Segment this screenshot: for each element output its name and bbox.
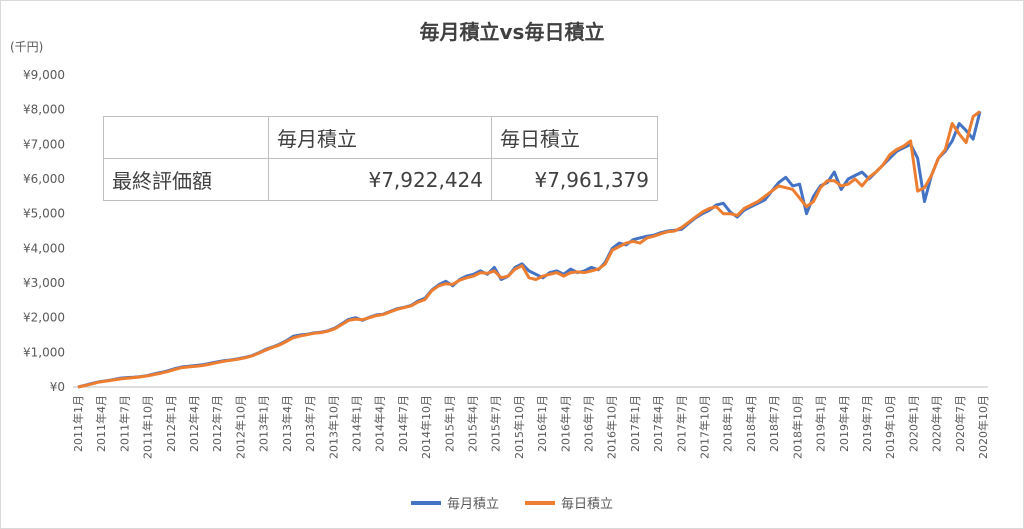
- y-axis-unit-label: (千円): [10, 40, 44, 54]
- x-tick-label: 2014年4月: [373, 395, 387, 452]
- legend-label-daily: 毎日積立: [561, 497, 614, 512]
- x-tick-label: 2012年4月: [187, 395, 201, 452]
- x-tick-label: 2017年7月: [674, 395, 688, 452]
- x-tick-label: 2020年7月: [953, 395, 967, 452]
- x-tick-label: 2019年7月: [860, 395, 874, 452]
- y-tick-label: ¥0: [50, 380, 65, 394]
- table-row: 最終評価額 ¥7,922,424 ¥7,961,379: [103, 158, 658, 201]
- daily-final-value: ¥7,961,379: [491, 158, 658, 201]
- x-tick-label: 2018年7月: [767, 395, 781, 452]
- y-tick-label: ¥6,000: [23, 172, 65, 186]
- x-tick-label: 2019年4月: [837, 395, 851, 452]
- y-tick-label: ¥8,000: [23, 103, 65, 117]
- series-lines: [77, 110, 982, 389]
- x-tick-label: 2019年1月: [814, 395, 828, 452]
- x-tick-label: 2017年10月: [698, 395, 712, 459]
- chart-legend: 毎月積立 毎日積立: [0, 493, 1024, 512]
- x-tick-label: 2016年10月: [605, 395, 619, 459]
- chart-title: 毎月積立vs毎日積立: [419, 20, 605, 44]
- x-tick-label: 2012年7月: [210, 395, 224, 452]
- x-tick-label: 2017年4月: [651, 395, 665, 452]
- x-tick-label: 2019年10月: [883, 395, 897, 459]
- series-line-daily: [77, 110, 981, 389]
- legend-item-daily: 毎日積立: [525, 493, 613, 512]
- x-tick-label: 2016年4月: [558, 395, 572, 452]
- y-tick-label: ¥2,000: [23, 311, 65, 325]
- x-tick-label: 2018年1月: [721, 395, 735, 452]
- table-header-blank: [103, 116, 269, 159]
- legend-swatch-monthly: [410, 500, 441, 505]
- y-tick-label: ¥4,000: [23, 241, 65, 255]
- y-tick-label: ¥3,000: [23, 276, 65, 290]
- x-tick-label: 2014年1月: [349, 395, 363, 452]
- table-header-row: 毎月積立 毎日積立: [103, 116, 658, 159]
- x-tick-label: 2020年4月: [930, 395, 944, 452]
- legend-label-monthly: 毎月積立: [446, 497, 499, 512]
- x-tick-label: 2013年1月: [257, 395, 271, 452]
- table-row-label: 最終評価額: [103, 158, 269, 201]
- table-header-daily: 毎日積立: [491, 116, 658, 159]
- x-tick-label: 2013年10月: [326, 395, 340, 459]
- legend-item-monthly: 毎月積立: [410, 493, 499, 512]
- x-tick-label: 2015年1月: [442, 395, 456, 452]
- y-tick-label: ¥1,000: [23, 345, 65, 359]
- y-axis-tick-labels: ¥0 ¥1,000 ¥2,000 ¥3,000 ¥4,000 ¥5,000 ¥6,000 ¥7…: [23, 68, 65, 394]
- x-tick-label: 2017年1月: [628, 395, 642, 452]
- x-axis-tick-labels: 2011年1月 2011年4月 2011年7月 2011年10月 2012年1月 2012…: [71, 395, 990, 459]
- x-tick-label: 2020年10月: [976, 395, 990, 459]
- y-tick-label: ¥5,000: [23, 207, 65, 221]
- x-tick-label: 2018年4月: [744, 395, 758, 452]
- x-tick-label: 2013年7月: [303, 395, 317, 452]
- x-tick-label: 2013年4月: [280, 395, 294, 452]
- monthly-final-value: ¥7,922,424: [268, 158, 492, 201]
- x-tick-label: 2016年7月: [582, 395, 596, 452]
- x-tick-label: 2020年1月: [906, 395, 920, 452]
- table-header-monthly: 毎月積立: [268, 116, 492, 159]
- y-tick-label: ¥9,000: [23, 68, 65, 82]
- x-tick-label: 2015年10月: [512, 395, 526, 459]
- x-tick-label: 2011年10月: [141, 395, 155, 459]
- x-tick-label: 2014年10月: [419, 395, 433, 459]
- x-tick-label: 2014年7月: [396, 395, 410, 452]
- x-tick-label: 2011年7月: [117, 395, 131, 452]
- x-tick-label: 2015年7月: [489, 395, 503, 452]
- x-tick-label: 2011年4月: [94, 395, 108, 452]
- x-tick-label: 2011年1月: [71, 395, 85, 452]
- final-value-table: 毎月積立 毎日積立 最終評価額 ¥7,922,424 ¥7,961,379: [103, 116, 658, 201]
- legend-swatch-daily: [525, 500, 555, 505]
- x-tick-label: 2012年1月: [164, 395, 178, 452]
- x-tick-label: 2018年10月: [790, 395, 804, 459]
- y-tick-label: ¥7,000: [23, 137, 65, 151]
- x-tick-label: 2012年10月: [233, 395, 247, 459]
- x-tick-label: 2016年1月: [535, 395, 549, 452]
- x-tick-label: 2015年4月: [465, 395, 479, 452]
